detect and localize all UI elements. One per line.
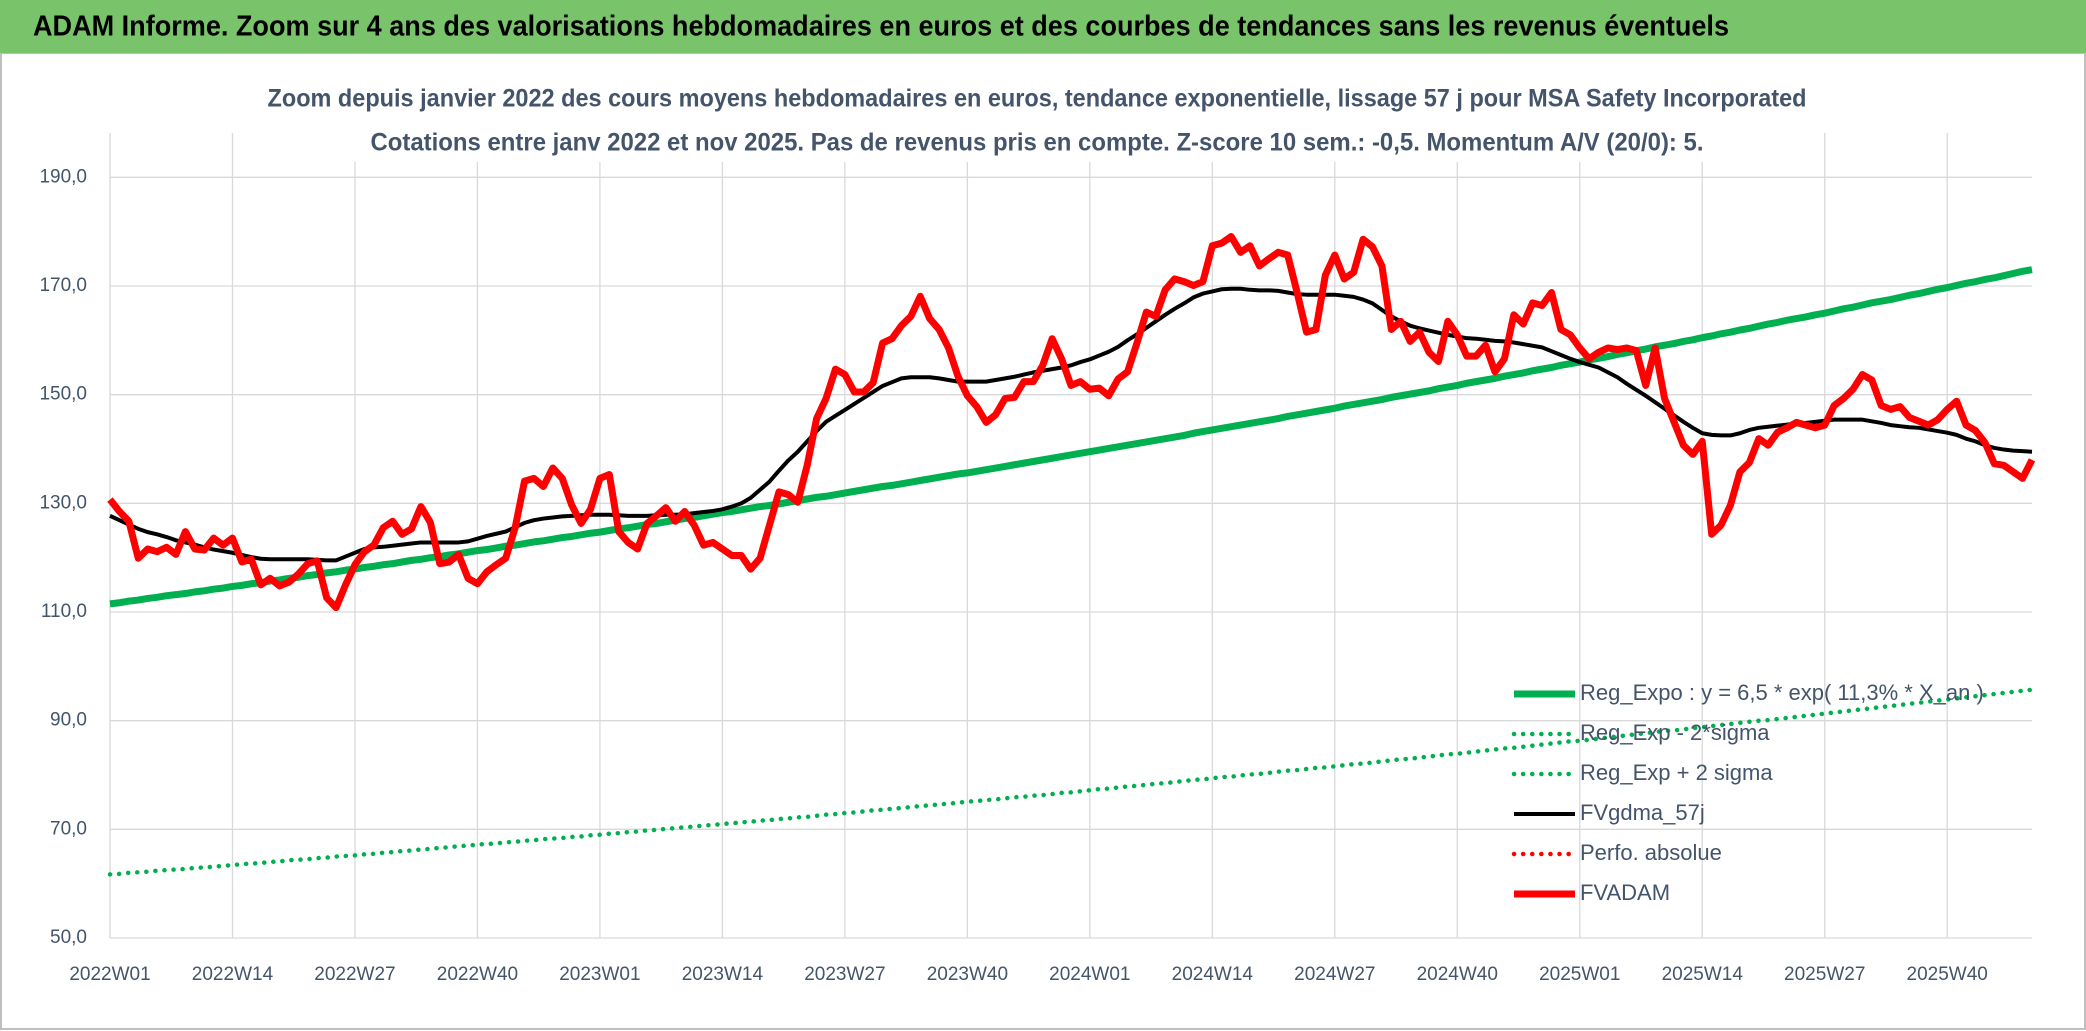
legend-label: Reg_Expo : y = 6,5 * exp( 11,3% * X_an ) [1580,680,1984,705]
series-line [107,687,2035,877]
x-tick-label: 2025W27 [1784,964,1865,985]
plot-series [107,233,2036,877]
header-bar [0,0,2086,53]
series-line [107,233,2036,612]
x-tick-label: 2025W40 [1907,964,1988,985]
x-tick-label: 2024W27 [1294,964,1375,985]
chart-subtitle: Cotations entre janv 2022 et nov 2025. P… [371,129,1704,157]
y-tick-label: 170,0 [39,275,87,296]
header-title: ADAM Informe. Zoom sur 4 ans des valoris… [33,11,1729,43]
x-tick-label: 2023W01 [559,964,640,985]
x-tick-label: 2024W01 [1049,964,1130,985]
grid [109,133,2032,939]
y-tick-label: 190,0 [39,166,87,187]
y-tick-label: 50,0 [50,927,87,948]
x-tick-label: 2022W01 [69,964,150,985]
legend: Reg_Expo : y = 6,5 * exp( 11,3% * X_an )… [1511,680,1984,905]
x-tick-label: 2023W14 [682,964,764,985]
legend-label: FVgdma_57j [1580,800,1705,825]
y-tick-label: 110,0 [41,601,87,622]
legend-label: Reg_Exp - 2*sigma [1580,720,1770,745]
chart-title: Zoom depuis janvier 2022 des cours moyen… [268,85,1807,113]
y-tick-label: 70,0 [50,818,87,839]
x-tick-label: 2023W40 [927,964,1008,985]
y-tick-label: 130,0 [39,492,87,513]
x-tick-label: 2024W14 [1172,964,1254,985]
legend-label: FVADAM [1580,880,1670,905]
x-tick-label: 2024W40 [1417,964,1498,985]
x-tick-label: 2022W14 [192,964,274,985]
title-background [259,70,1816,162]
x-tick-label: 2025W01 [1539,964,1620,985]
axes: 50,0 70,0 90,0 110,0 130,0 150,0 170,0 190,0 202… [39,166,1987,985]
x-tick-label: 2023W27 [804,964,885,985]
y-tick-label: 90,0 [50,710,87,731]
x-tick-label: 2025W14 [1662,964,1744,985]
series-line [109,286,2033,563]
series-line [109,266,2033,608]
y-tick-label: 150,0 [39,384,87,405]
legend-label: Reg_Exp + 2 sigma [1580,760,1773,785]
legend-label: Perfo. absolue [1580,840,1722,865]
x-tick-label: 2022W40 [437,964,518,985]
x-tick-label: 2022W27 [314,964,395,985]
